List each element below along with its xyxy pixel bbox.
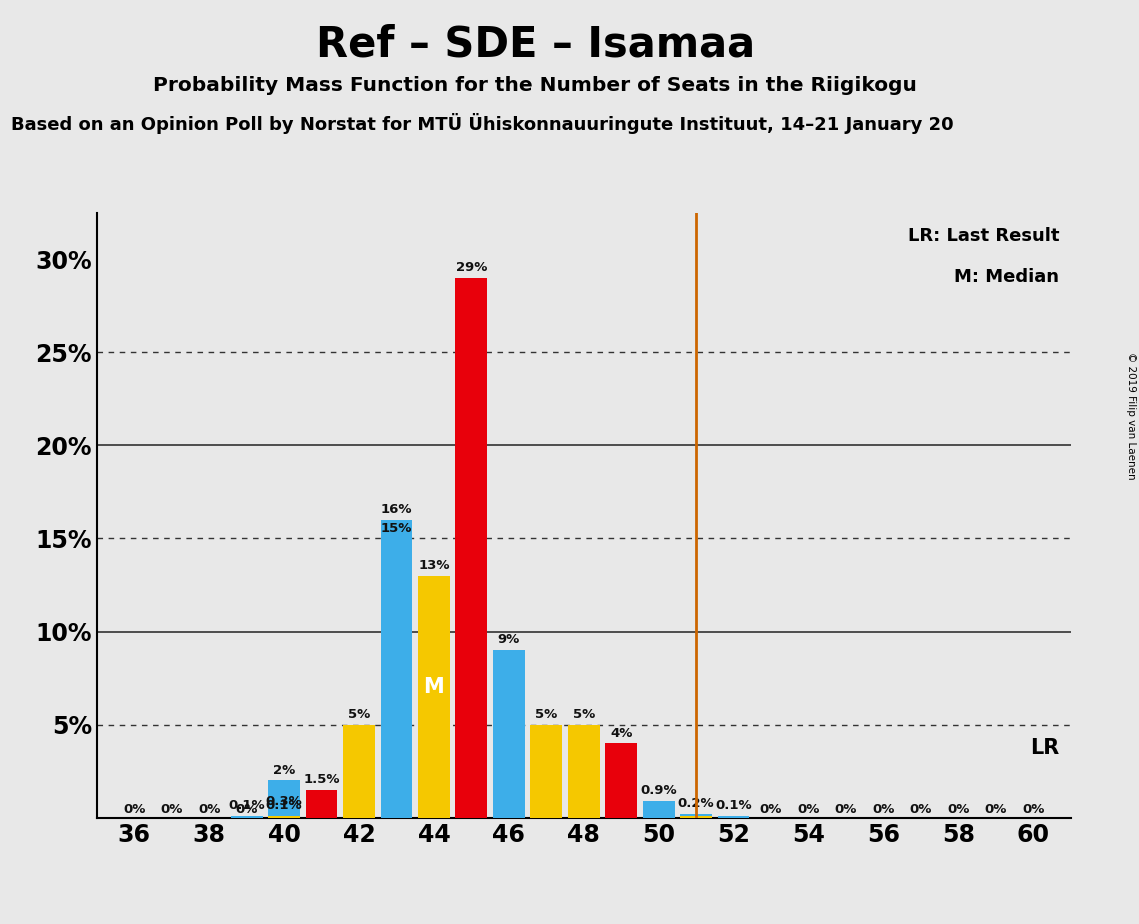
Text: 16%: 16% xyxy=(380,503,412,517)
Text: 2%: 2% xyxy=(273,764,295,777)
Bar xyxy=(268,781,300,818)
Text: 0%: 0% xyxy=(948,803,969,816)
Text: 15%: 15% xyxy=(380,522,412,535)
Text: LR: LR xyxy=(1030,738,1059,759)
Text: 0.1%: 0.1% xyxy=(265,799,303,812)
Text: LR: Last Result: LR: Last Result xyxy=(908,227,1059,246)
Text: M: Median: M: Median xyxy=(954,268,1059,286)
Text: 0%: 0% xyxy=(984,803,1007,816)
Bar xyxy=(343,724,375,818)
Bar xyxy=(605,743,637,818)
Text: 0%: 0% xyxy=(198,803,220,816)
Text: 5%: 5% xyxy=(535,708,557,721)
Text: 0%: 0% xyxy=(760,803,782,816)
Text: Ref – SDE – Isamaa: Ref – SDE – Isamaa xyxy=(316,23,755,65)
Bar xyxy=(418,576,450,818)
Bar xyxy=(531,724,563,818)
Text: 0%: 0% xyxy=(236,803,257,816)
Text: 0%: 0% xyxy=(161,803,183,816)
Text: 0%: 0% xyxy=(1022,803,1044,816)
Text: 9%: 9% xyxy=(498,634,519,647)
Bar xyxy=(718,816,749,818)
Text: 0.9%: 0.9% xyxy=(640,784,677,797)
Bar xyxy=(305,790,337,818)
Bar xyxy=(680,814,712,818)
Text: Probability Mass Function for the Number of Seats in the Riigikogu: Probability Mass Function for the Number… xyxy=(154,76,917,95)
Text: 29%: 29% xyxy=(456,261,487,274)
Bar xyxy=(568,724,599,818)
Bar xyxy=(380,520,412,818)
Bar xyxy=(531,724,563,818)
Bar xyxy=(456,278,487,818)
Text: 0.2%: 0.2% xyxy=(678,797,714,810)
Text: 0%: 0% xyxy=(797,803,820,816)
Bar xyxy=(680,816,712,818)
Bar xyxy=(231,816,263,818)
Bar xyxy=(268,816,300,818)
Text: 0%: 0% xyxy=(123,803,146,816)
Text: Based on an Opinion Poll by Norstat for MTÜ Ühiskonnauuringute Instituut, 14–21 : Based on an Opinion Poll by Norstat for … xyxy=(11,113,954,134)
Text: 0%: 0% xyxy=(835,803,858,816)
Text: 1.5%: 1.5% xyxy=(303,773,339,786)
Text: 13%: 13% xyxy=(418,559,450,572)
Bar xyxy=(493,650,525,818)
Text: © 2019 Filip van Laenen: © 2019 Filip van Laenen xyxy=(1125,352,1136,480)
Bar xyxy=(268,812,300,818)
Bar xyxy=(568,724,599,818)
Text: 0%: 0% xyxy=(910,803,932,816)
Text: 5%: 5% xyxy=(573,708,595,721)
Bar xyxy=(642,801,674,818)
Text: 5%: 5% xyxy=(347,708,370,721)
Text: 4%: 4% xyxy=(611,726,632,739)
Text: 0.1%: 0.1% xyxy=(715,799,752,812)
Text: 0.1%: 0.1% xyxy=(228,799,265,812)
Text: 0%: 0% xyxy=(872,803,894,816)
Bar xyxy=(380,539,412,818)
Text: 0.3%: 0.3% xyxy=(265,796,303,808)
Text: M: M xyxy=(424,676,444,697)
